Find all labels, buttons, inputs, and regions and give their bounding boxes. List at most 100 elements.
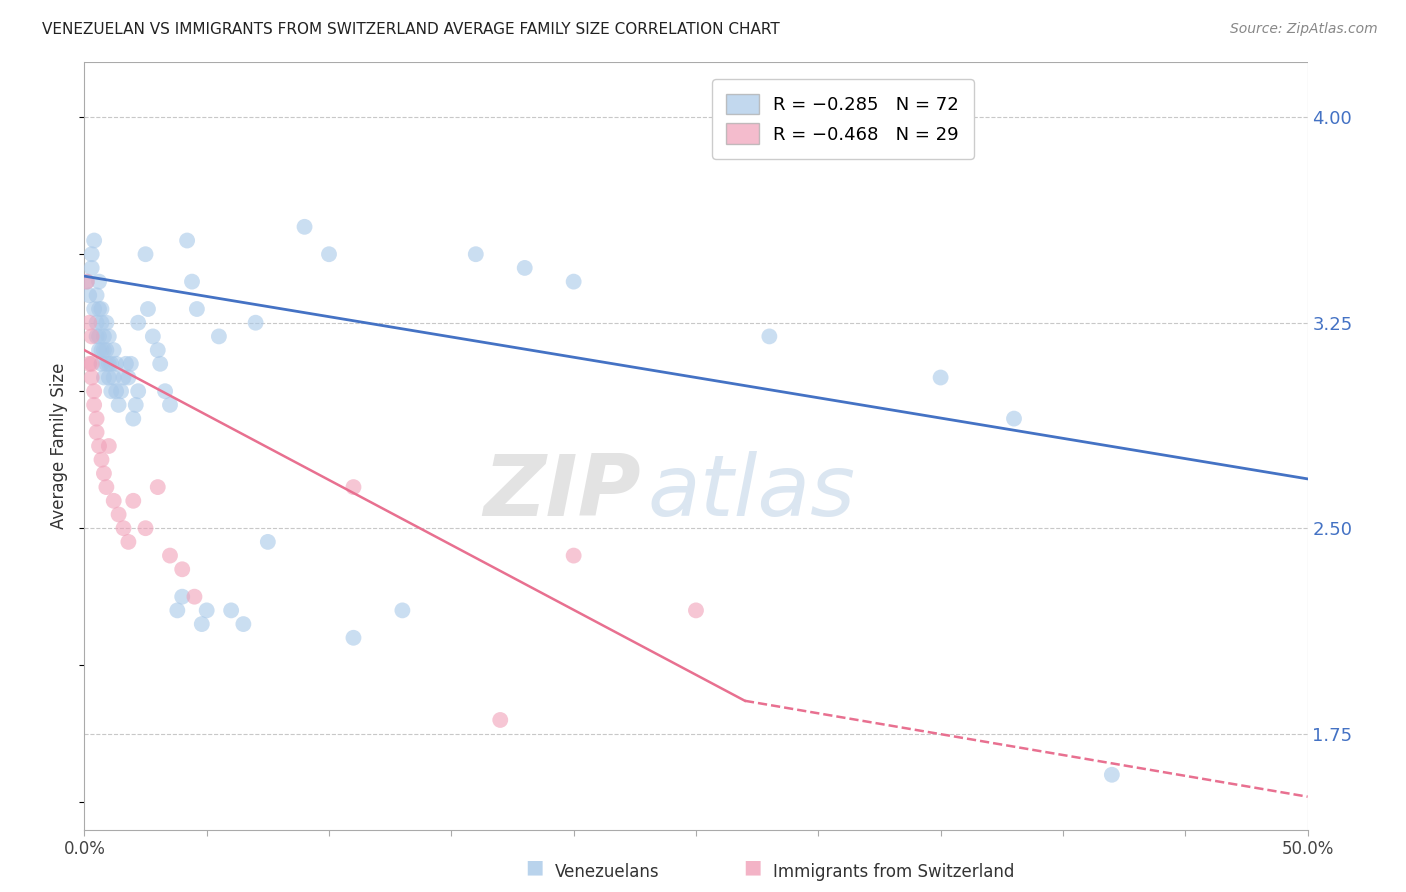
Point [489,713,512,727]
Point [232,617,254,632]
Point [97,329,120,343]
Point [87,329,110,343]
Text: VENEZUELAN VS IMMIGRANTS FROM SWITZERLAND AVERAGE FAMILY SIZE CORRELATION CHART: VENEZUELAN VS IMMIGRANTS FROM SWITZERLAN… [42,22,780,37]
Point [318,247,340,261]
Point [149,357,172,371]
Point [93,329,115,343]
Point [103,370,125,384]
Point [86,288,108,302]
Point [100,384,122,399]
Point [125,398,148,412]
Point [96,480,118,494]
Point [96,316,118,330]
Point [110,384,132,399]
Point [83,234,105,248]
Point [181,275,204,289]
Point [191,617,214,632]
Point [245,316,267,330]
Point [86,411,108,425]
Point [195,603,218,617]
Text: Immigrants from Switzerland: Immigrants from Switzerland [773,863,1015,881]
Point [96,357,118,371]
Text: ZIP: ZIP [484,450,641,533]
Point [513,260,536,275]
Point [86,316,108,330]
Point [76,275,98,289]
Point [90,452,112,467]
Point [146,343,169,358]
Point [76,275,98,289]
Text: atlas: atlas [647,450,855,533]
Point [100,357,122,371]
Point [86,425,108,440]
Point [115,357,138,371]
Point [172,562,194,576]
Point [107,398,129,412]
Point [929,370,952,384]
Point [159,549,181,563]
Point [87,439,110,453]
Point [93,370,115,384]
Point [83,301,105,316]
Point [142,329,165,343]
Point [93,467,115,481]
Point [103,493,125,508]
Text: Source: ZipAtlas.com: Source: ZipAtlas.com [1230,22,1378,37]
Point [685,603,707,617]
Point [146,480,169,494]
Point [176,234,198,248]
Point [122,493,145,508]
Point [183,590,205,604]
Legend: R = −0.285   N = 72, R = −0.468   N = 29: R = −0.285 N = 72, R = −0.468 N = 29 [711,79,973,159]
Point [105,384,128,399]
Point [90,343,112,358]
Point [208,329,231,343]
Point [77,316,100,330]
Point [80,357,103,371]
Point [464,247,486,261]
Point [83,398,105,412]
Point [1002,411,1025,425]
Point [120,357,142,371]
Point [219,603,242,617]
Point [80,247,103,261]
Point [159,398,181,412]
Point [117,534,139,549]
Text: ■: ■ [524,857,544,876]
Point [342,631,364,645]
Point [122,411,145,425]
Point [90,357,112,371]
Point [166,603,188,617]
Point [107,508,129,522]
Point [112,370,135,384]
Point [97,370,120,384]
Point [294,219,316,234]
Point [136,301,159,316]
Point [90,301,112,316]
Point [172,590,194,604]
Point [80,370,103,384]
Point [127,316,149,330]
Point [83,384,105,399]
Point [135,521,157,535]
Point [93,343,115,358]
Point [127,384,149,399]
Point [562,275,585,289]
Point [153,384,176,399]
Point [87,301,110,316]
Point [117,370,139,384]
Point [103,343,125,358]
Point [97,357,120,371]
Point [186,301,208,316]
Y-axis label: Average Family Size: Average Family Size [51,363,69,529]
Point [77,288,100,302]
Point [80,329,103,343]
Point [105,357,128,371]
Point [112,521,135,535]
Point [96,343,118,358]
Point [90,316,112,330]
Point [562,549,585,563]
Point [1101,768,1123,782]
Point [87,275,110,289]
Point [86,329,108,343]
